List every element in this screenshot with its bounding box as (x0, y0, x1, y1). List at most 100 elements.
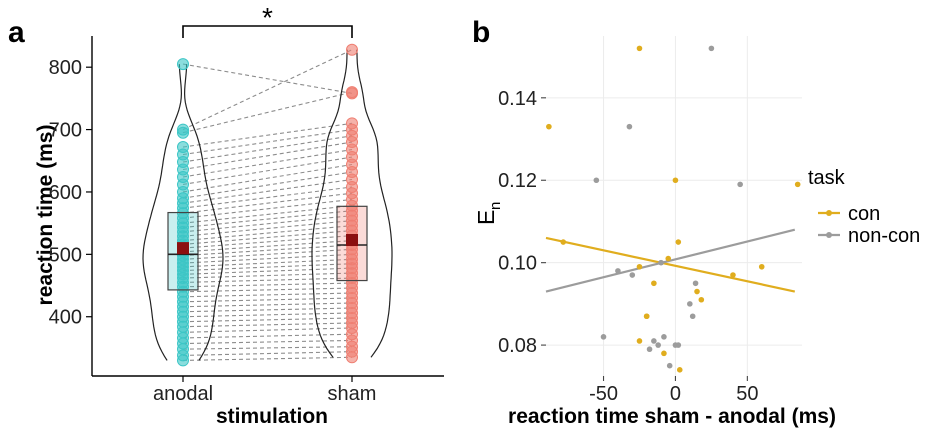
paired-line (182, 63, 353, 94)
paired-line (182, 333, 353, 339)
paired-line (182, 192, 353, 214)
point-non-con (708, 45, 715, 52)
data-point-anodal (177, 58, 189, 71)
point-con (661, 350, 667, 357)
point-con (675, 239, 682, 245)
data-point-sham (346, 351, 358, 364)
mean-marker-sham (346, 234, 358, 246)
panel-a-ytick-label: 500 (49, 244, 82, 266)
panel-b-ylabel: E n (473, 202, 504, 225)
point-con (560, 239, 567, 245)
paired-line (182, 198, 353, 219)
data-point-anodal (177, 354, 189, 367)
legend-swatch-dot-con (826, 210, 832, 216)
paired-line (182, 235, 353, 249)
paired-line (182, 205, 353, 224)
point-con (676, 367, 683, 373)
paired-line (182, 244, 353, 257)
point-con (672, 177, 679, 184)
paired-line (182, 267, 353, 275)
point-non-con (658, 259, 664, 266)
paired-line (182, 277, 353, 283)
panel-a-ytick-label: 800 (49, 57, 82, 79)
panel-b-ylabel-sub: n (487, 202, 504, 210)
point-non-con (646, 346, 653, 353)
paired-line (182, 292, 353, 298)
point-non-con (666, 362, 673, 369)
data-point-anodal (177, 126, 189, 139)
panel-b-ytick-label: 0.14 (498, 88, 537, 110)
paired-line (182, 339, 353, 345)
paired-line (182, 258, 353, 268)
point-non-con (655, 342, 661, 348)
paired-line (182, 186, 353, 209)
point-non-con (687, 301, 693, 307)
panel-a-label: a (8, 16, 25, 49)
data-point-sham (346, 86, 358, 99)
paired-line (182, 49, 353, 131)
significance-bracket (182, 25, 353, 38)
paired-line (182, 297, 353, 303)
panel-b: b E n reaction time sham - anodal (ms) t… (472, 16, 920, 428)
panel-a-marks: 400 500 600 700 800 anodal sham * (49, 2, 393, 405)
panel-b-xlabel: reaction time sham - anodal (ms) (508, 405, 836, 428)
point-con (698, 296, 705, 303)
panel-b-ytick-label: 0.10 (498, 253, 537, 275)
panel-b-xtick-label: 0 (670, 383, 681, 405)
paired-line (182, 129, 353, 156)
violin-anodal-right (183, 64, 224, 361)
fit-line-non-con (545, 228, 796, 293)
point-con (643, 313, 650, 320)
point-non-con (593, 177, 600, 184)
point-con (730, 272, 736, 278)
paired-line (182, 141, 353, 171)
paired-line (182, 356, 353, 361)
data-point-sham (346, 43, 358, 56)
panel-a-ytick-label: 400 (49, 307, 82, 329)
paired-line (182, 230, 353, 245)
panel-b-ylabel-main: E (473, 210, 499, 225)
panel-a-xlabel: stimulation (216, 405, 328, 428)
paired-line (182, 135, 353, 163)
legend-title: task (808, 167, 846, 189)
paired-line (182, 225, 353, 242)
point-non-con (651, 338, 657, 344)
violin-sham-right (356, 49, 393, 358)
point-non-con (626, 123, 633, 130)
panel-a-ytick-label: 700 (49, 120, 82, 142)
paired-line (182, 327, 353, 333)
point-non-con (675, 342, 682, 348)
panel-a-ytick-label: 600 (49, 182, 82, 204)
point-non-con (737, 181, 743, 188)
paired-line (182, 287, 353, 293)
panel-a-xtick-label-sham: sham (328, 383, 377, 405)
point-con (694, 288, 700, 295)
paired-line (182, 272, 353, 279)
point-con (636, 338, 643, 344)
paired-line (182, 220, 353, 237)
point-non-con (661, 334, 667, 340)
violin-anodal-left (142, 64, 183, 361)
point-con (546, 123, 552, 130)
paired-line (182, 307, 353, 313)
paired-line (182, 156, 353, 186)
point-con (665, 255, 672, 262)
paired-line (182, 312, 353, 318)
point-con (636, 45, 643, 52)
legend-label-con: con (848, 203, 880, 225)
point-non-con (600, 334, 607, 340)
panel-b-xtick-label: 50 (736, 383, 758, 405)
point-non-con (692, 280, 699, 287)
panel-a-xtick-label-anodal: anodal (153, 383, 213, 405)
point-non-con (615, 268, 621, 274)
point-con (651, 280, 657, 287)
paired-line (182, 282, 353, 288)
paired-line (182, 351, 353, 356)
point-non-con (629, 272, 636, 278)
paired-line (182, 248, 353, 260)
panel-b-ytick-label: 0.12 (498, 170, 537, 192)
paired-line (182, 346, 353, 350)
